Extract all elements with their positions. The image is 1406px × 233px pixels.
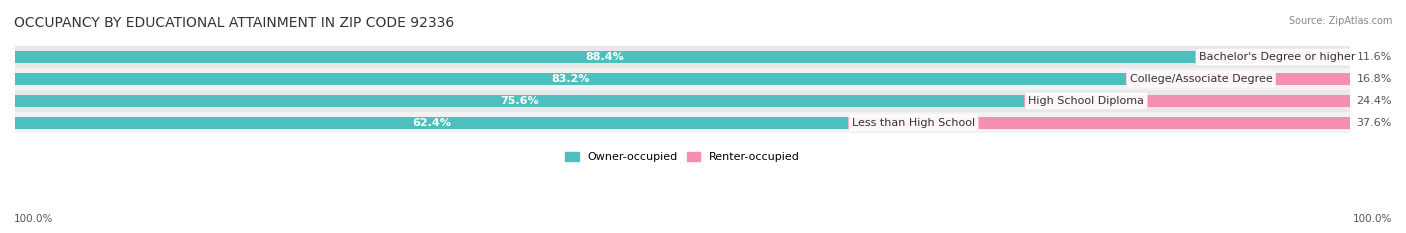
Text: 37.6%: 37.6% [1357, 118, 1392, 127]
Bar [15, 90, 1350, 112]
Text: 88.4%: 88.4% [586, 52, 624, 62]
Text: 16.8%: 16.8% [1357, 74, 1392, 84]
Bar [15, 116, 848, 129]
Bar [15, 68, 1350, 90]
Text: 11.6%: 11.6% [1357, 52, 1392, 62]
Bar [1024, 95, 1350, 107]
Text: Less than High School: Less than High School [852, 118, 976, 127]
Legend: Owner-occupied, Renter-occupied: Owner-occupied, Renter-occupied [561, 147, 804, 167]
Text: OCCUPANCY BY EDUCATIONAL ATTAINMENT IN ZIP CODE 92336: OCCUPANCY BY EDUCATIONAL ATTAINMENT IN Z… [14, 16, 454, 30]
Text: 24.4%: 24.4% [1357, 96, 1392, 106]
Text: High School Diploma: High School Diploma [1028, 96, 1144, 106]
Bar [15, 112, 1350, 134]
Text: 83.2%: 83.2% [551, 74, 589, 84]
Bar [1195, 51, 1350, 63]
Text: 75.6%: 75.6% [501, 96, 538, 106]
Bar [15, 73, 1126, 85]
Text: Bachelor's Degree or higher: Bachelor's Degree or higher [1199, 52, 1355, 62]
Text: 100.0%: 100.0% [14, 214, 53, 224]
Bar [15, 95, 1024, 107]
Text: 100.0%: 100.0% [1353, 214, 1392, 224]
Text: 62.4%: 62.4% [412, 118, 451, 127]
Text: Source: ZipAtlas.com: Source: ZipAtlas.com [1288, 16, 1392, 26]
Bar [15, 46, 1350, 68]
Bar [15, 51, 1195, 63]
Text: College/Associate Degree: College/Associate Degree [1129, 74, 1272, 84]
Bar [848, 116, 1350, 129]
Bar [1126, 73, 1350, 85]
